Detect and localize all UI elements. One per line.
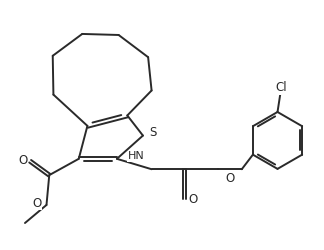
Text: Cl: Cl [275, 81, 287, 94]
Text: O: O [188, 193, 197, 206]
Text: O: O [32, 197, 41, 210]
Text: O: O [18, 154, 27, 167]
Text: O: O [225, 172, 234, 186]
Text: HN: HN [128, 152, 145, 162]
Text: S: S [150, 126, 157, 139]
